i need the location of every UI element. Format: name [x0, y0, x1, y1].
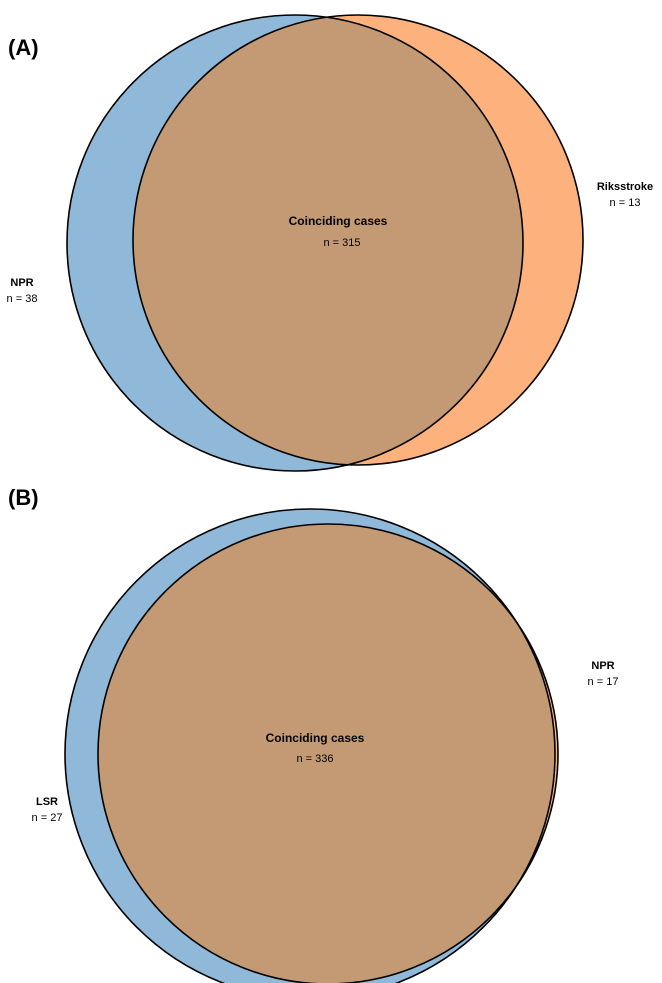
venn-outline-lsr-b — [64, 508, 556, 983]
panel-label-a: (A) — [8, 35, 39, 60]
panel-label-b: (B) — [8, 485, 39, 510]
right-set-count-a: n = 13 — [610, 197, 641, 209]
overlap-label-b: Coinciding cases — [266, 731, 365, 745]
overlap-count-a: n = 315 — [323, 237, 360, 249]
venn-panel-b: (B) Coinciding cases n = 336 LSR n = 27 … — [8, 485, 618, 983]
venn-outline-riksstroke-a — [132, 14, 584, 466]
left-set-count-b: n = 27 — [32, 812, 63, 824]
venn-overlap-b — [98, 524, 555, 983]
right-set-name-a: Riksstroke — [597, 181, 653, 193]
right-set-name-b: NPR — [591, 660, 614, 672]
venn-outline-npr-a — [66, 14, 524, 472]
left-set-name-a: NPR — [10, 277, 33, 289]
overlap-count-b: n = 336 — [296, 753, 333, 765]
overlap-label-a: Coinciding cases — [289, 214, 388, 228]
venn-panel-a: (A) Coinciding cases n = 315 NPR n = 38 … — [7, 14, 653, 472]
left-set-name-b: LSR — [36, 796, 58, 808]
right-set-count-b: n = 17 — [588, 676, 619, 688]
venn-outline-npr-b — [97, 523, 559, 983]
left-set-count-a: n = 38 — [7, 293, 38, 305]
venn-overlap-a — [133, 15, 523, 465]
